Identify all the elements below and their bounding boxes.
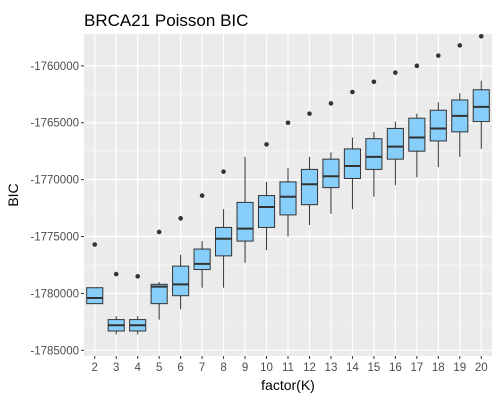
boxes xyxy=(86,33,490,335)
box-k-12 xyxy=(300,111,319,226)
box-k-7 xyxy=(193,193,211,288)
outlier-point xyxy=(307,111,312,116)
box-k-6 xyxy=(172,216,190,310)
box-body xyxy=(172,265,190,297)
y-axis-title: BIC xyxy=(5,183,21,206)
outlier-point xyxy=(221,169,226,174)
x-tick-label: 19 xyxy=(453,362,466,374)
box-body xyxy=(236,201,254,242)
box-k-15 xyxy=(365,79,383,197)
x-axis-title: factor(K) xyxy=(261,377,315,393)
x-tick-label: 17 xyxy=(410,362,423,374)
x-tick-label: 10 xyxy=(260,362,273,374)
outlier-point xyxy=(113,271,119,277)
box-body xyxy=(257,195,276,228)
box-body xyxy=(215,226,233,257)
x-tick-label: 8 xyxy=(220,362,226,374)
outlier-point xyxy=(199,193,205,198)
box-body xyxy=(472,89,490,123)
x-tick-label: 4 xyxy=(134,362,141,374)
box-k-20 xyxy=(472,33,490,149)
axes: -1785000 -1780000 -1775000 -1770000 -1765000… xyxy=(30,61,487,374)
y-tick-label: -1775000 xyxy=(30,232,79,244)
outlier-point xyxy=(457,43,463,48)
x-tick-label: 13 xyxy=(325,362,338,374)
x-tick-label: 18 xyxy=(432,362,445,374)
box-k-19 xyxy=(451,43,469,157)
outlier-point xyxy=(414,63,420,69)
box-body xyxy=(150,283,168,305)
x-tick-label: 9 xyxy=(242,362,248,374)
outlier-point xyxy=(328,101,334,106)
outlier-point xyxy=(393,70,398,75)
x-tick-label: 5 xyxy=(156,362,162,374)
box-k-16 xyxy=(386,70,404,186)
box-k-9 xyxy=(236,156,254,263)
box-k-10 xyxy=(257,142,276,251)
x-tick-label: 7 xyxy=(199,362,205,374)
outlier-point xyxy=(371,79,377,85)
box-body xyxy=(429,109,447,142)
box-k-14 xyxy=(343,89,361,210)
box-k-2 xyxy=(86,242,104,305)
box-k-4 xyxy=(129,274,147,335)
x-tick-label: 12 xyxy=(303,362,316,374)
outlier-point xyxy=(436,53,441,58)
box-body xyxy=(322,158,340,189)
box-k-17 xyxy=(408,63,426,178)
y-tick-label: -1785000 xyxy=(30,345,79,357)
outlier-point xyxy=(285,120,291,126)
box-body xyxy=(365,138,383,170)
box-body xyxy=(343,148,361,180)
box-body xyxy=(86,287,104,305)
outlier-point xyxy=(156,229,162,235)
y-tick-label: -1770000 xyxy=(30,175,79,187)
box-k-3 xyxy=(107,271,125,335)
outlier-point xyxy=(478,33,484,39)
chart-title: BRCA21 Poisson BIC xyxy=(84,11,248,30)
box-body xyxy=(279,181,297,216)
box-k-11 xyxy=(279,120,297,237)
box-body xyxy=(386,127,404,160)
outlier-point xyxy=(264,142,269,147)
outlier-point xyxy=(178,216,183,221)
y-tick-label: -1760000 xyxy=(30,61,79,73)
box-k-8 xyxy=(215,169,233,288)
outlier-point xyxy=(135,274,140,279)
box-k-5 xyxy=(150,229,168,320)
y-tick-label: -1765000 xyxy=(30,118,79,130)
box-k-18 xyxy=(429,53,447,168)
box-body xyxy=(300,168,319,206)
box-body xyxy=(408,117,426,152)
y-tick-label: -1780000 xyxy=(30,288,79,300)
x-tick-label: 2 xyxy=(92,362,98,374)
outlier-point xyxy=(92,242,98,247)
box-body xyxy=(193,248,211,271)
x-tick-label: 11 xyxy=(282,362,294,374)
x-tick-label: 20 xyxy=(475,362,488,374)
x-tick-label: 16 xyxy=(389,362,402,374)
x-tick-label: 6 xyxy=(177,362,183,374)
x-tick-label: 15 xyxy=(367,362,380,374)
box-k-13 xyxy=(322,101,340,214)
x-tick-label: 14 xyxy=(346,362,359,374)
outlier-point xyxy=(350,89,355,95)
x-tick-label: 3 xyxy=(113,362,119,374)
